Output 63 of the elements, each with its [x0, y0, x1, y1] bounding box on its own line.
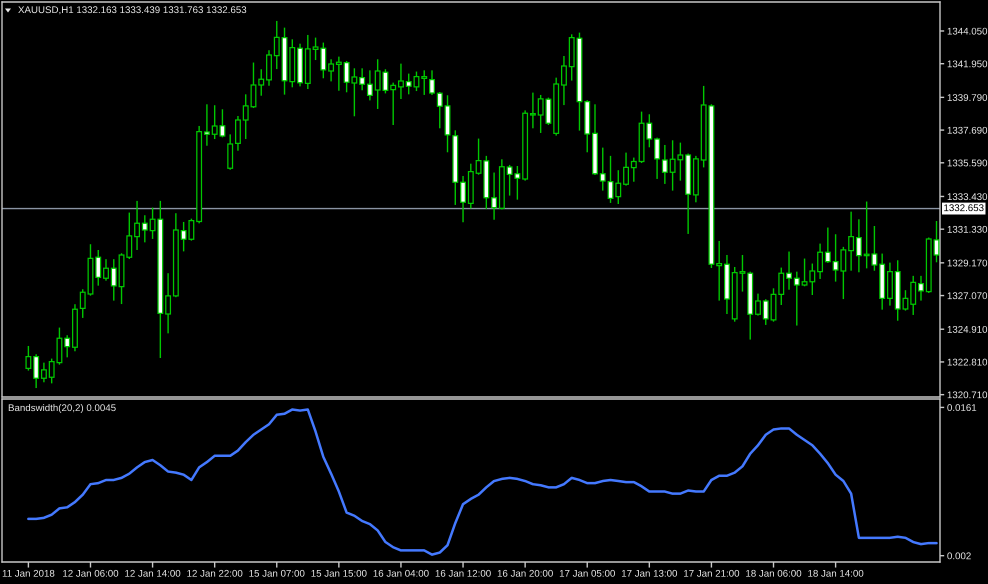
- candlestick: [778, 268, 784, 305]
- candlestick: [560, 56, 567, 106]
- candlestick: [600, 148, 606, 191]
- y-tick-label: 1322.810: [948, 358, 988, 366]
- y-tick-label: 1341.950: [948, 60, 988, 68]
- candlestick: [421, 70, 428, 95]
- y-tick-label: 1327.070: [948, 292, 988, 300]
- candlestick: [274, 20, 280, 70]
- y-tick-label: 1324.910: [948, 326, 988, 333]
- candlestick: [786, 252, 792, 290]
- candlestick: [429, 70, 435, 95]
- x-tick-label: 16 Jan 20:00: [498, 570, 553, 577]
- candlestick: [398, 64, 404, 99]
- y-tick-label: 1335.590: [948, 160, 988, 166]
- y-tick-label: 0.002: [947, 552, 971, 560]
- candlestick: [80, 289, 86, 318]
- y-tick-label: 1337.690: [948, 126, 988, 134]
- candlestick: [755, 294, 761, 316]
- candlestick: [406, 74, 412, 94]
- x-tick-label: 16 Jan 04:00: [374, 570, 429, 577]
- x-tick-label: 16 Jan 12:00: [436, 570, 491, 577]
- x-tick-label: 12 Jan 14:00: [125, 570, 180, 577]
- x-tick-label: 15 Jan 15:00: [311, 570, 367, 577]
- x-tick-label: 11 Jan 2018: [2, 570, 54, 577]
- ref-line-label: 1332.653: [944, 204, 984, 212]
- candlestick: [740, 254, 746, 292]
- x-tick-label: 12 Jan 22:00: [187, 570, 242, 577]
- candlestick: [103, 259, 109, 281]
- candlestick: [134, 200, 140, 250]
- candlestick: [126, 212, 132, 260]
- x-tick-label: 17 Jan 13:00: [622, 570, 678, 577]
- chart-title: Bandswidth(20,2) 0.0045: [8, 404, 116, 414]
- y-tick-label: 1329.170: [948, 260, 988, 266]
- candlestick: [110, 259, 117, 301]
- candlestick: [242, 94, 249, 140]
- x-tick-label: 18 Jan 14:00: [808, 570, 864, 577]
- candlestick: [436, 92, 443, 128]
- y-tick-label: 1333.430: [948, 193, 988, 200]
- y-tick-label: 1320.710: [948, 391, 988, 398]
- candlestick: [615, 170, 622, 204]
- candlestick: [910, 276, 916, 315]
- x-tick-label: 12 Jan 06:00: [63, 570, 118, 577]
- candlestick: [235, 116, 241, 151]
- candlestick: [608, 156, 614, 203]
- candlestick: [918, 276, 924, 301]
- candlestick: [762, 299, 769, 325]
- candlestick: [623, 152, 629, 186]
- candlestick: [902, 290, 908, 311]
- y-tick-label: 0.0161: [947, 404, 976, 412]
- x-tick-label: 18 Jan 06:00: [746, 570, 802, 577]
- candlestick: [414, 72, 420, 92]
- x-tick-label: 17 Jan 21:00: [684, 570, 740, 577]
- candlestick: [250, 62, 256, 108]
- candlestick: [460, 176, 466, 222]
- chart-title: XAUUSD,H1 1332.163 1333.439 1331.763 1332.653: [18, 6, 246, 14]
- candlestick: [95, 250, 102, 286]
- x-tick-label: 15 Jan 07:00: [249, 570, 304, 577]
- candlestick: [219, 109, 226, 138]
- y-tick-label: 1344.050: [948, 28, 988, 35]
- candlestick: [258, 69, 264, 96]
- y-tick-label: 1339.790: [948, 94, 988, 101]
- y-tick-label: 1331.330: [948, 226, 988, 233]
- x-tick-label: 17 Jan 05:00: [560, 570, 615, 577]
